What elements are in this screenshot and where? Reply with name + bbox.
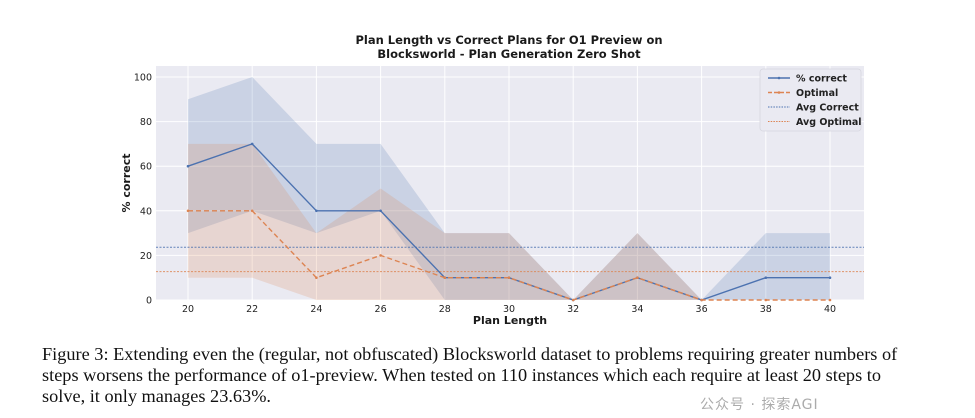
data-point <box>315 276 318 280</box>
x-tick-label: 40 <box>824 304 836 315</box>
plot-area <box>156 66 864 300</box>
legend-marker <box>777 76 781 80</box>
band-optimal <box>188 143 830 300</box>
y-tick-label: 60 <box>140 162 152 173</box>
y-axis-label: % correct <box>120 153 133 212</box>
legend-label: Optimal <box>796 88 838 99</box>
x-tick-label: 32 <box>567 304 579 315</box>
data-point <box>764 276 768 280</box>
data-point <box>250 209 254 213</box>
gridlines <box>156 66 864 301</box>
y-tick-label: 0 <box>146 296 152 307</box>
data-point <box>186 209 190 213</box>
legend-marker <box>777 91 781 94</box>
x-axis-label: Plan Length <box>473 314 547 327</box>
chart-title-line-2: Blocksworld - Plan Generation Zero Shot <box>377 47 641 61</box>
data-point <box>315 209 318 213</box>
data-point <box>764 298 768 302</box>
legend-box <box>759 68 862 132</box>
data-point <box>571 298 575 302</box>
data-point <box>186 164 190 168</box>
x-tick-label: 30 <box>503 304 515 315</box>
x-tick-label: 36 <box>696 304 708 315</box>
legend-label: Avg Correct <box>796 103 859 114</box>
y-tick-label: 20 <box>140 251 152 262</box>
data-point <box>828 298 832 302</box>
series-lines <box>186 142 832 302</box>
x-tick-labels: 20 22 24 26 28 30 32 34 36 38 40 <box>182 304 836 315</box>
y-tick-labels: 0 20 40 60 80 100 <box>134 73 152 307</box>
x-tick-label: 22 <box>246 304 258 315</box>
chart-title-line-1: Plan Length vs Correct Plans for O1 Prev… <box>355 33 662 47</box>
caption-line-1: Figure 3: Extending even the (regular, n… <box>42 344 898 364</box>
legend: % correct Optimal Avg Correct Avg Optimal <box>759 68 862 132</box>
data-point <box>250 142 254 146</box>
reference-lines <box>156 246 864 273</box>
y-tick-label: 80 <box>140 117 152 128</box>
x-tick-label: 34 <box>631 304 643 315</box>
x-tick-label: 28 <box>439 304 451 315</box>
legend-label: Avg Optimal <box>796 117 862 128</box>
x-tick-label: 26 <box>375 304 387 315</box>
chart: Plan Length vs Correct Plans for O1 Prev… <box>120 33 864 327</box>
data-point <box>507 276 511 280</box>
figure-caption: Figure 3: Extending even the (regular, n… <box>42 344 972 407</box>
caption-line-2: steps worsens the performance of o1-prev… <box>42 365 881 385</box>
x-tick-label: 24 <box>310 304 322 315</box>
legend-label: % correct <box>796 74 847 85</box>
y-tick-label: 100 <box>134 73 152 84</box>
data-point <box>379 254 382 257</box>
data-point <box>443 276 447 280</box>
data-point <box>700 298 703 302</box>
data-point <box>379 209 382 213</box>
y-tick-label: 40 <box>140 206 152 217</box>
x-tick-label: 38 <box>760 304 772 315</box>
data-point <box>828 276 832 280</box>
caption-line-3: solve, it only manages 23.63%. <box>42 386 271 406</box>
data-point <box>636 276 639 280</box>
x-tick-label: 20 <box>182 304 194 315</box>
